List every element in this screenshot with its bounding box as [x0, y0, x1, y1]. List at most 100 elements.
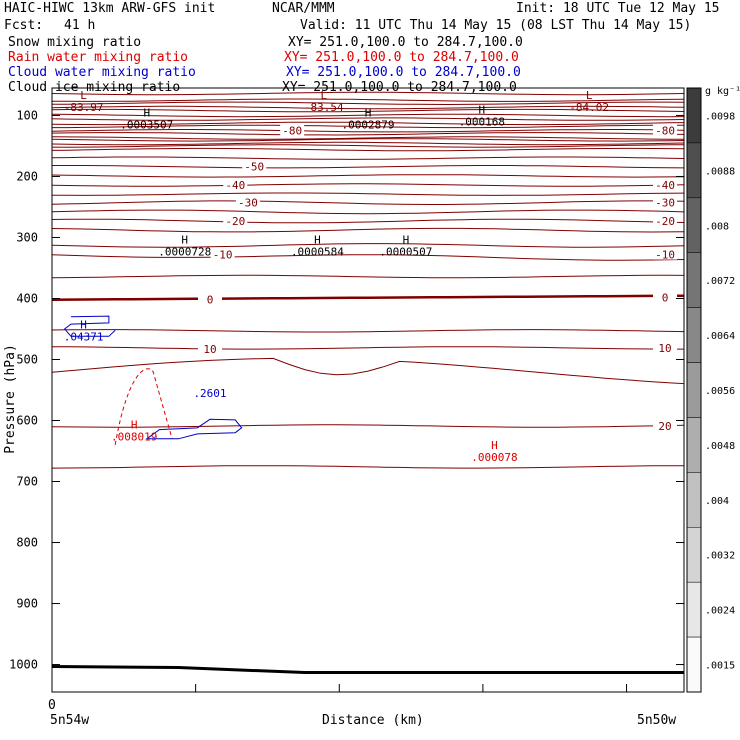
field-snow-name: Snow mixing ratio [8, 35, 142, 50]
colorbar-segment [686, 581, 702, 638]
colorbar-tick-label: .0064 [705, 331, 735, 342]
temperature-contour [51, 357, 685, 385]
valid-time: Valid: 11 UTC Thu 14 May 15 (08 LST Thu … [300, 18, 692, 33]
y-axis-title: Pressure (hPa) [3, 344, 18, 454]
field-rain-xy: XY= 251.0,100.0 to 284.7,100.0 [284, 50, 519, 65]
x-axis-title: Distance (km) [322, 713, 424, 728]
extremum-value: .008019 [111, 430, 157, 443]
y-tick-label: 700 [16, 475, 38, 489]
extremum-marker: H [314, 234, 321, 247]
field-cloudice-name: Cloud ice mixing ratio [8, 80, 181, 95]
temperature-contour [52, 165, 685, 169]
y-tick-label: 100 [16, 108, 38, 122]
contour-label: -30 [238, 197, 258, 210]
contour-label-bg [210, 247, 235, 260]
temperature-contour [51, 254, 685, 261]
contour-label-bg [235, 195, 260, 208]
contour-label-bg [653, 418, 678, 431]
field-cloudwater-name: Cloud water mixing ratio [8, 65, 196, 80]
temperature-contour [51, 141, 685, 146]
y-tick-label: 500 [16, 352, 38, 366]
contour-label-bg [280, 123, 305, 136]
temperature-contour [51, 113, 685, 118]
extremum-value: .000078 [471, 451, 517, 464]
extremum-value: .04371 [64, 330, 104, 343]
contour-label-bg [653, 195, 678, 208]
colorbar-tick-label: .008 [705, 221, 729, 232]
contour-label-bg [653, 178, 678, 191]
contour-label-bg [242, 159, 267, 172]
field-snow-xy: XY= 251.0,100.0 to 284.7,100.0 [288, 35, 523, 50]
contour-label: -80 [282, 125, 302, 138]
forecast-label: Fcst: [4, 18, 44, 33]
extremum-value: .0000584 [291, 246, 344, 259]
contour-label: -40 [655, 179, 675, 192]
y-tick-label: 200 [16, 169, 38, 183]
contour-label: -80 [655, 125, 675, 138]
temperature-contour [51, 243, 685, 248]
contour-label: -40 [225, 179, 245, 192]
extremum-marker: H [143, 107, 150, 120]
contour-label-bg [653, 247, 678, 260]
colorbar-tick-label: .004 [705, 496, 729, 507]
org-label: NCAR/MMM [272, 1, 335, 16]
contour-label: 10 [203, 343, 216, 356]
contour-label: 0 [662, 291, 669, 304]
contour-label: -10 [655, 249, 675, 262]
colorbar-segment [686, 252, 702, 308]
extremum-value: .0002879 [342, 119, 395, 132]
temperature-contour [51, 91, 685, 96]
extremum-marker: H [80, 318, 87, 331]
colorbar-segment [686, 472, 702, 528]
x-start-label: 5n54w [50, 713, 90, 728]
extremum-value: .0000728 [158, 246, 211, 259]
contour-label: -20 [655, 215, 675, 228]
contour-label: -10 [213, 249, 233, 262]
extremum-value: .000168 [459, 116, 505, 129]
y-tick-label: 900 [16, 597, 38, 611]
field-cloudice-xy: XY= 251.0,100.0 to 284.7,100.0 [282, 80, 517, 95]
temperature-contour [51, 121, 685, 126]
extremum-marker: H [403, 234, 410, 247]
y-tick-label: 600 [16, 414, 38, 428]
temperature-contour [51, 105, 685, 110]
extremum-marker: H [478, 104, 485, 117]
temperature-contour [51, 465, 684, 469]
colorbar-tick-label: .0015 [705, 661, 735, 672]
extremum-value: -83.54 [304, 101, 344, 114]
extremum-value: .0003507 [120, 119, 173, 132]
colorbar-segment [686, 87, 702, 144]
extremum-marker: L [80, 89, 87, 102]
field-cloudwater-xy: XY= 251.0,100.0 to 284.7,100.0 [286, 65, 521, 80]
extremum-marker: H [181, 234, 188, 247]
contour-label-bg [653, 340, 678, 353]
plot-frame [51, 87, 685, 693]
colorbar-tick-label: .0088 [705, 166, 735, 177]
contour-label: -20 [225, 215, 245, 228]
temperature-contour [51, 108, 685, 113]
x-zero-label: 0 [48, 698, 56, 713]
cloud-water-contour [145, 418, 243, 440]
temperature-contour [51, 329, 685, 333]
colorbar-tick-label: .0024 [705, 606, 735, 617]
contour-label: 0 [207, 294, 214, 307]
temperature-contour [51, 117, 685, 121]
temperature-contour [51, 98, 685, 102]
contour-label-bg [653, 214, 678, 227]
colorbar-segment [686, 362, 702, 418]
terrain-line [51, 665, 684, 675]
colorbar-tick-label: .0056 [705, 386, 735, 397]
colorbar-segment [686, 197, 702, 253]
temperature-contour [51, 294, 685, 301]
temperature-contour [51, 132, 685, 136]
colorbar-tick-label: .0098 [705, 111, 735, 122]
temperature-contour [51, 227, 685, 233]
x-end-label: 5n50w [637, 713, 677, 728]
forecast-hours: 41 h [64, 18, 96, 33]
extremum-value: -83.97 [64, 101, 104, 114]
extremum-value: -84.02 [569, 101, 609, 114]
rain-water-contour [114, 368, 173, 445]
colorbar-tick-label: .0032 [705, 551, 735, 562]
contour-label: 20 [658, 420, 671, 433]
